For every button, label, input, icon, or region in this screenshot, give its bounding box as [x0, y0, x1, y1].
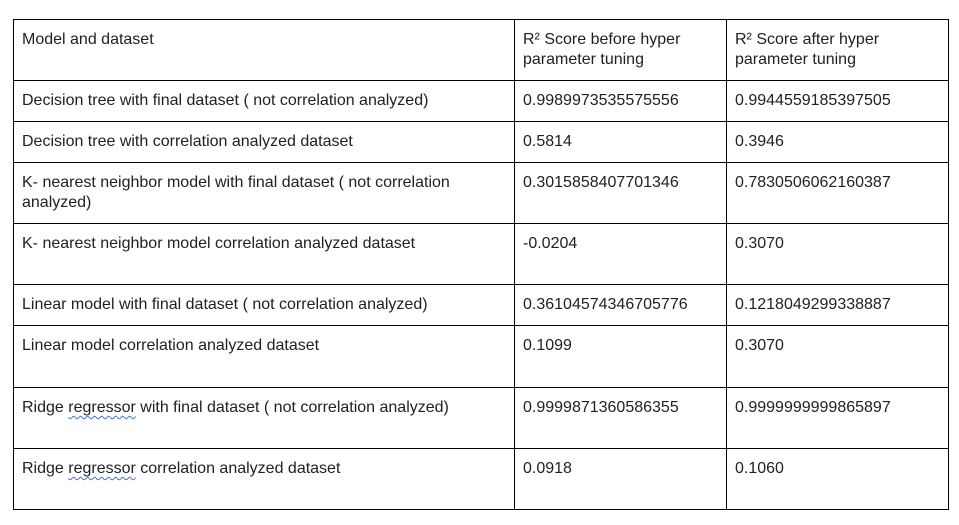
header-cell-after: R² Score after hyper parameter tuning [726, 19, 949, 81]
spellcheck-flagged-word[interactable]: regressor [68, 460, 136, 477]
model-cell: Linear model with final dataset ( not co… [13, 284, 515, 326]
score-after-cell: 0.7830506062160387 [726, 162, 949, 224]
model-cell: K- nearest neighbor model with final dat… [13, 162, 515, 224]
table-row: Linear model correlation analyzed datase… [13, 325, 949, 388]
header-row: Model and dataset R² Score before hyper … [13, 19, 949, 81]
score-before-cell: 0.9989973535575556 [514, 80, 727, 122]
table-row: Ridge regressor correlation analyzed dat… [13, 448, 949, 510]
model-text-part: correlation analyzed dataset [135, 460, 341, 477]
score-before-cell: 0.1099 [514, 325, 727, 388]
score-before-cell: 0.9999871360586355 [514, 387, 727, 449]
model-cell: Ridge regressor correlation analyzed dat… [13, 448, 515, 510]
score-after-cell: 0.9999999999865897 [726, 387, 949, 449]
score-before-cell: 0.36104574346705776 [514, 284, 727, 326]
score-after-cell: 0.3946 [726, 121, 949, 163]
spellcheck-flagged-word[interactable]: regressor [68, 399, 136, 416]
header-cell-model: Model and dataset [13, 19, 515, 81]
model-cell: K- nearest neighbor model correlation an… [13, 223, 515, 285]
model-cell: Decision tree with final dataset ( not c… [13, 80, 515, 122]
score-after-cell: 0.9944559185397505 [726, 80, 949, 122]
table-row: Decision tree with final dataset ( not c… [13, 80, 949, 122]
score-before-cell: 0.5814 [514, 121, 727, 163]
score-before-cell: 0.3015858407701346 [514, 162, 727, 224]
score-after-cell: 0.1218049299338887 [726, 284, 949, 326]
score-after-cell: 0.1060 [726, 448, 949, 510]
model-text-part: Ridge [22, 399, 69, 416]
score-after-cell: 0.3070 [726, 223, 949, 285]
score-before-cell: 0.0918 [514, 448, 727, 510]
table-row: Ridge regressor with final dataset ( not… [13, 387, 949, 449]
header-cell-before: R² Score before hyper parameter tuning [514, 19, 727, 81]
model-cell: Ridge regressor with final dataset ( not… [13, 387, 515, 449]
table-row: K- nearest neighbor model correlation an… [13, 223, 949, 285]
model-cell: Linear model correlation analyzed datase… [13, 325, 515, 388]
table-row: Linear model with final dataset ( not co… [13, 284, 949, 326]
model-text-part: with final dataset ( not correlation ana… [135, 399, 449, 416]
results-table: Model and dataset R² Score before hyper … [13, 19, 949, 510]
model-cell: Decision tree with correlation analyzed … [13, 121, 515, 163]
model-text-part: Ridge [22, 460, 69, 477]
score-before-cell: -0.0204 [514, 223, 727, 285]
score-after-cell: 0.3070 [726, 325, 949, 388]
table-row: Decision tree with correlation analyzed … [13, 121, 949, 163]
table-row: K- nearest neighbor model with final dat… [13, 162, 949, 224]
